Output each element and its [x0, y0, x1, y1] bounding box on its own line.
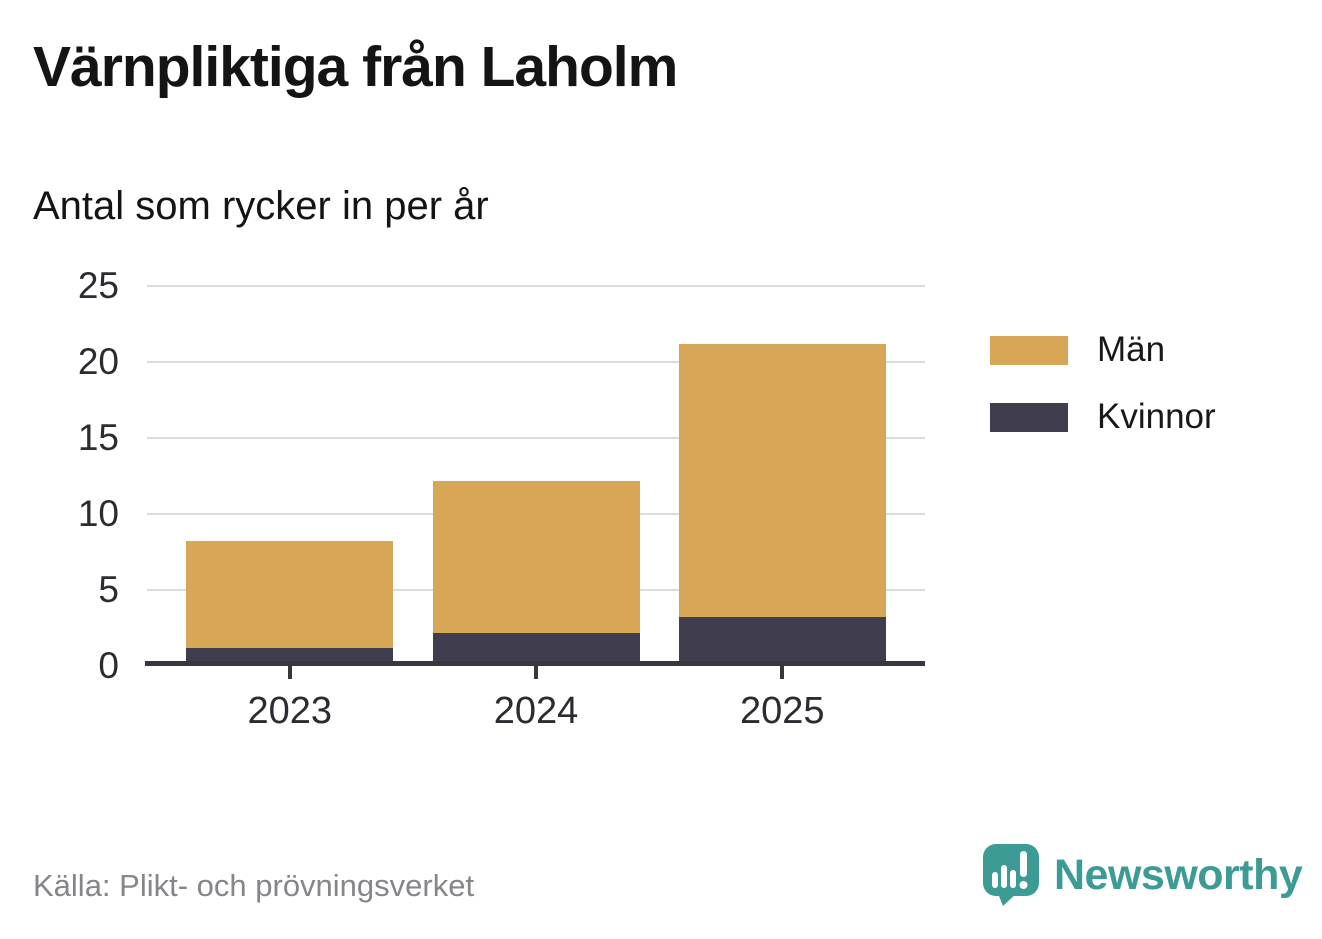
y-axis-label: 5 [98, 569, 119, 610]
bar-segment-män-2024 [432, 480, 640, 633]
bar-segment-män-2023 [186, 541, 394, 648]
source-caption: Källa: Plikt- och prövningsverket [33, 868, 475, 903]
x-axis-line [145, 661, 925, 666]
y-axis-label: 15 [77, 417, 119, 458]
legend-swatch [990, 402, 1068, 432]
gridline [147, 361, 925, 363]
chart-subtitle: Antal som rycker in per år [33, 184, 489, 228]
x-axis-label: 2024 [493, 690, 579, 732]
brand-name: Newsworthy [1054, 850, 1303, 899]
x-axis-label: 2023 [247, 690, 333, 732]
y-axis-label: 25 [77, 265, 119, 306]
x-axis-tick [780, 666, 785, 679]
x-axis-label: 2025 [739, 690, 825, 732]
bar-segment-män-2025 [678, 343, 886, 618]
x-axis-tick [287, 666, 292, 679]
bar-segment-kvinnor-2024 [432, 632, 640, 663]
plot-area: 0 5 10 15 20 25 2023 2024 2025 [78, 266, 925, 732]
gridline [147, 437, 925, 439]
legend-swatch [990, 335, 1068, 365]
page-title: Värnpliktiga från Laholm [33, 35, 678, 99]
bar-segment-kvinnor-2023 [186, 647, 394, 663]
chart-legend: Män Kvinnor [990, 330, 1216, 464]
legend-label: Män [1097, 330, 1166, 369]
bar-segment-kvinnor-2025 [678, 617, 886, 663]
legend-item-män: Män [990, 330, 1216, 370]
legend-item-kvinnor: Kvinnor [990, 397, 1216, 437]
x-axis-tick [534, 666, 538, 679]
y-axis-label: 20 [77, 341, 119, 382]
legend-label: Kvinnor [1097, 397, 1216, 436]
brand-logo: Newsworthy [982, 843, 1303, 907]
y-axis-label: 0 [98, 645, 119, 686]
gridline [147, 285, 925, 287]
y-axis-label: 10 [77, 493, 119, 534]
newsworthy-logo-icon [983, 844, 1039, 906]
